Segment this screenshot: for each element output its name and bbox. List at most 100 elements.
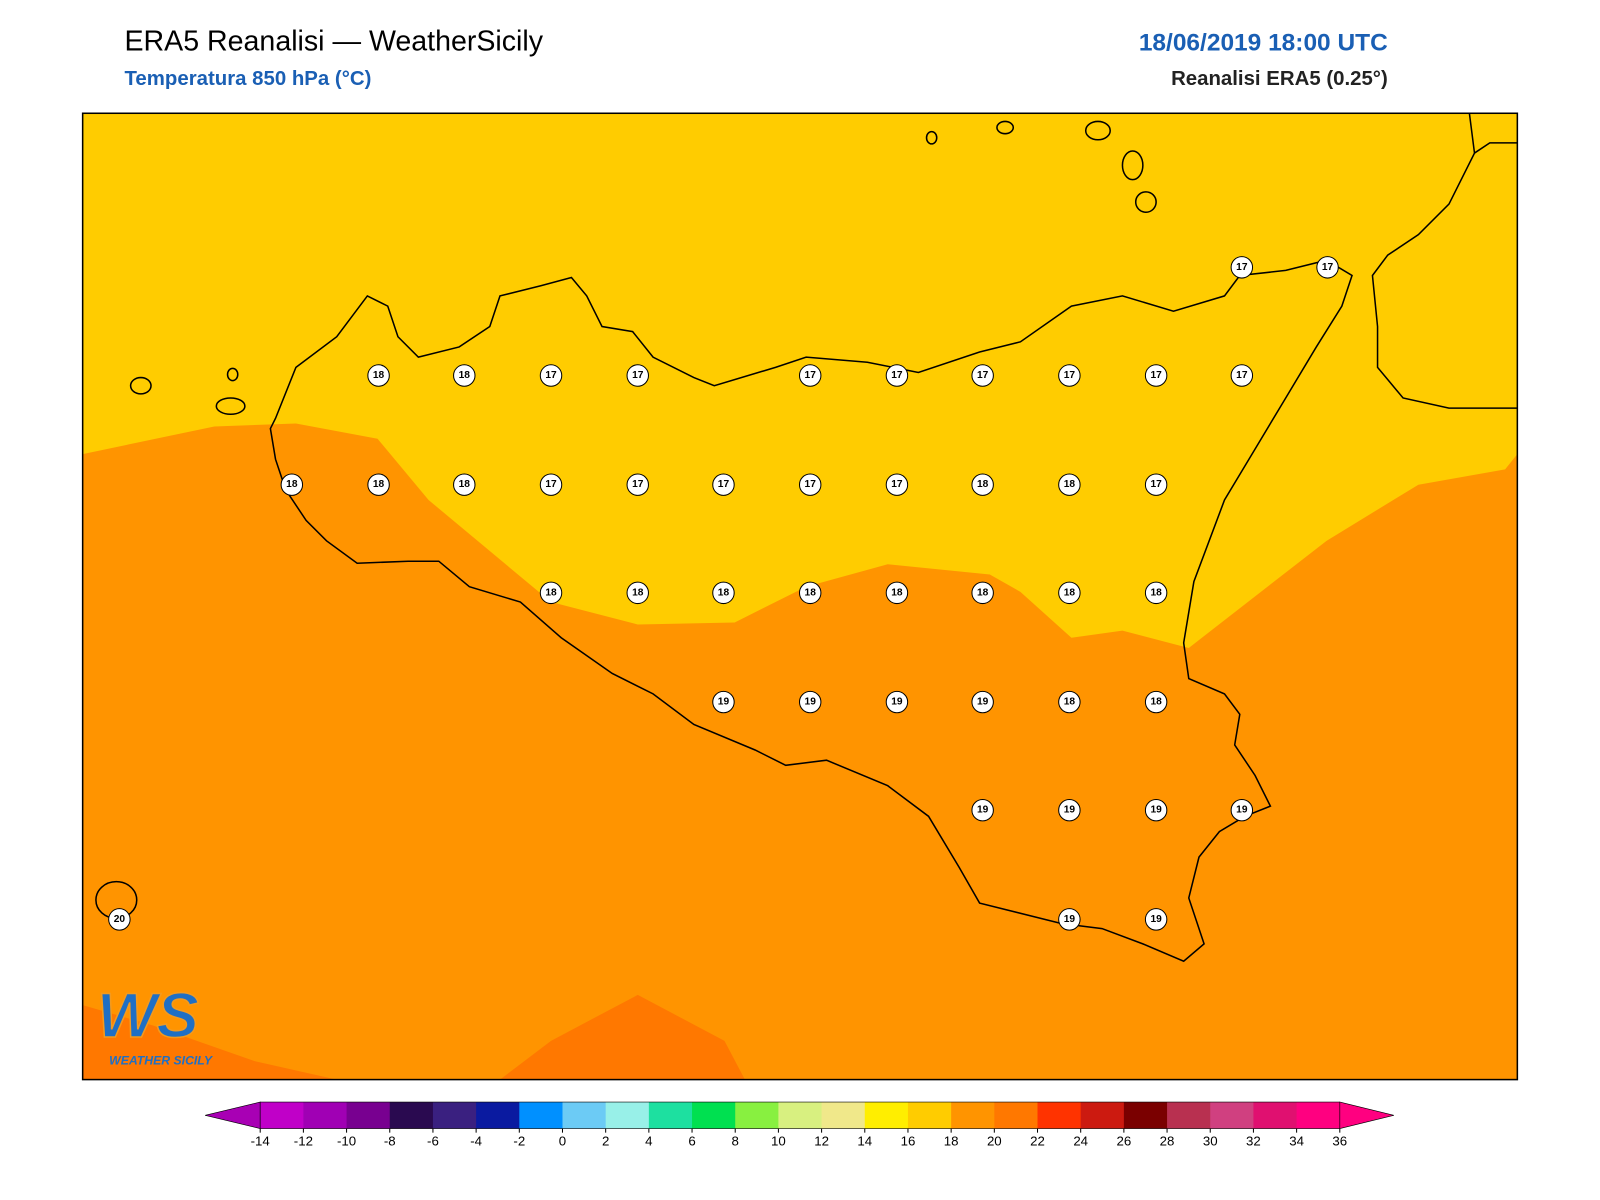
field-20-22 [82, 1005, 337, 1080]
station-marker [712, 690, 735, 714]
colorbar-swatch [303, 1102, 348, 1129]
station-marker [453, 364, 476, 387]
station-marker [1058, 908, 1081, 931]
colorbar-swatch [476, 1102, 520, 1129]
colorbar-tick-label: 32 [1246, 1133, 1261, 1148]
colorbar-swatch [951, 1102, 995, 1129]
colorbar-frame [259, 1101, 1341, 1129]
station-value: 17 [1236, 370, 1248, 381]
island [1121, 150, 1144, 181]
colorbar-tick-label: 22 [1030, 1133, 1045, 1148]
field-20-22 [500, 994, 745, 1080]
colorbar-swatch [1123, 1102, 1168, 1129]
island [226, 367, 239, 382]
colorbar-swatch [735, 1102, 779, 1129]
station-marker [1316, 256, 1339, 279]
station-marker [626, 581, 649, 605]
station-value: 19 [977, 697, 989, 708]
colorbar-tick-label: 0 [559, 1133, 566, 1148]
station-marker [1144, 908, 1168, 931]
station-marker [539, 473, 563, 496]
station-value: 20 [114, 914, 126, 925]
colorbar-tick-label: 18 [944, 1133, 959, 1148]
station-marker [539, 364, 563, 387]
station-value: 17 [805, 370, 817, 381]
colorbar-tick-label: 2 [602, 1133, 609, 1148]
colorbar-swatch [864, 1102, 909, 1129]
island [215, 397, 246, 416]
station-marker [539, 581, 563, 605]
station-marker [798, 473, 822, 496]
station-value: 18 [1150, 587, 1162, 598]
colorbar-swatch [346, 1102, 391, 1129]
colorbar-swatch [605, 1102, 650, 1129]
colorbar-tick-label: -12 [294, 1133, 313, 1148]
station-value: 18 [286, 479, 298, 490]
station-marker [971, 798, 994, 822]
colorbar-tick-label: 28 [1160, 1133, 1175, 1148]
station-marker [971, 690, 994, 714]
colorbar-tick-label: 12 [814, 1133, 829, 1148]
island [996, 120, 1015, 135]
colorbar-extend-max [1339, 1101, 1394, 1129]
colorbar-swatch [1080, 1102, 1125, 1129]
station-value: 19 [718, 697, 730, 708]
station-value: 17 [545, 479, 557, 490]
station-marker [367, 364, 390, 387]
station-marker [367, 473, 390, 496]
station-value: 17 [1236, 262, 1248, 273]
colorbar-tick-label: -8 [384, 1133, 396, 1148]
station-value: 17 [1150, 479, 1162, 490]
colorbar-tick-label: 20 [987, 1133, 1002, 1148]
station-value: 18 [373, 479, 385, 490]
colorbar-swatch [1037, 1102, 1082, 1129]
colorbar-tick-label: 24 [1073, 1133, 1088, 1148]
island [129, 376, 152, 395]
stations: 17 17 18 18 17 17 17 17 17 17 17 17 18 18 18 17 17 17 17 17… [108, 256, 1339, 931]
title: ERA5 Reanalisi — WeatherSicily [124, 25, 543, 57]
island [1134, 191, 1157, 214]
station-value: 17 [632, 479, 644, 490]
station-marker [971, 364, 994, 387]
station-marker [798, 690, 822, 714]
station-value: 17 [718, 479, 730, 490]
station-value: 17 [1150, 370, 1162, 381]
station-marker [885, 473, 909, 496]
colorbar-swatch [519, 1102, 563, 1129]
colorbar-tick-label: 4 [645, 1133, 652, 1148]
station-marker [1058, 690, 1081, 714]
station-value: 19 [891, 697, 903, 708]
colorbar-swatch [389, 1102, 434, 1129]
colorbar-tick-label: 34 [1289, 1133, 1304, 1148]
colorbar-tick-label: -6 [427, 1133, 439, 1148]
source: Reanalisi ERA5 (0.25°) [1171, 68, 1388, 90]
colorbar-tick-label: -2 [513, 1133, 525, 1148]
station-value: 19 [1150, 914, 1162, 925]
station-value: 17 [1064, 370, 1076, 381]
colorbar-swatch [562, 1102, 607, 1129]
station-marker [885, 581, 909, 605]
station-value: 18 [632, 587, 644, 598]
station-marker [1144, 364, 1168, 387]
sicily-coast [269, 259, 1353, 963]
station-value: 18 [459, 479, 471, 490]
calabria-coast [1371, 113, 1518, 409]
station-marker [1144, 473, 1168, 496]
station-marker [1230, 798, 1254, 822]
station-marker [1058, 473, 1081, 496]
station-value: 19 [1150, 805, 1162, 816]
colorbar-swatch [432, 1102, 477, 1129]
station-value: 17 [632, 370, 644, 381]
station-marker [626, 364, 649, 387]
station-marker [1058, 364, 1081, 387]
station-marker [108, 908, 131, 931]
station-value: 18 [1064, 587, 1076, 598]
station-value: 18 [459, 370, 471, 381]
calabria-coast [1474, 142, 1518, 154]
field-16-18 [82, 113, 1518, 648]
station-value: 18 [891, 587, 903, 598]
logo-caption: WEATHER SICILY [109, 1053, 214, 1067]
station-value: 17 [545, 370, 557, 381]
